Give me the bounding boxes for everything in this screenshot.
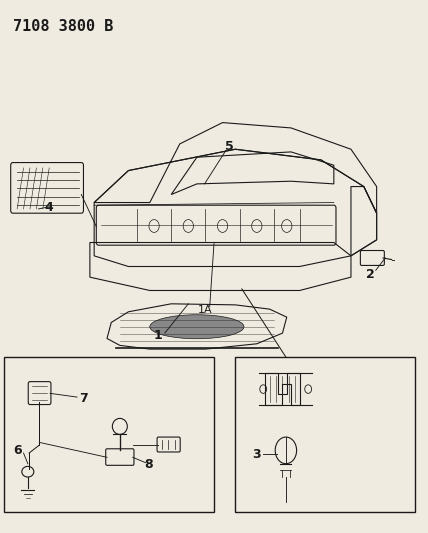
Ellipse shape [150,314,244,339]
Text: 3: 3 [253,448,261,461]
Text: 1: 1 [154,329,163,342]
Text: 2: 2 [366,268,374,281]
Text: 5: 5 [225,140,233,153]
Text: 1A: 1A [198,305,213,315]
Text: 8: 8 [145,458,153,471]
Text: 4: 4 [45,201,54,214]
Text: 7108 3800 B: 7108 3800 B [13,19,113,34]
Text: 7: 7 [79,392,88,405]
Text: 6: 6 [14,444,22,457]
